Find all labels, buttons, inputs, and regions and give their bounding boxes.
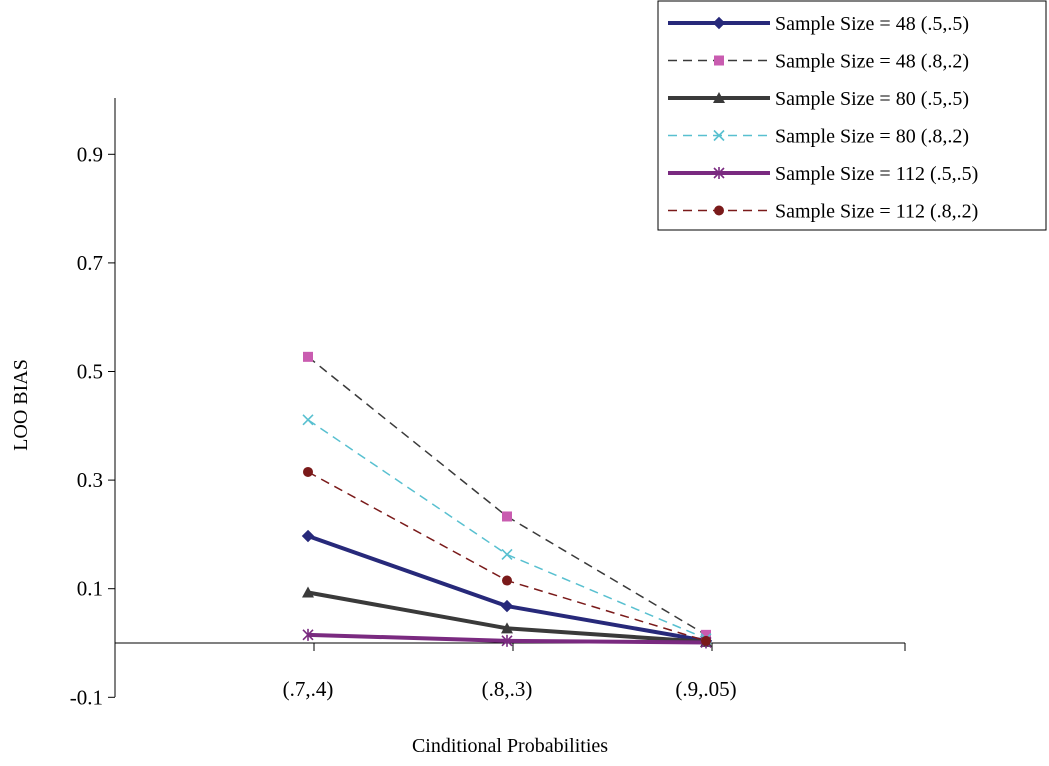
data-point — [500, 599, 514, 613]
legend-label: Sample Size = 80 (.5,.5) — [775, 88, 969, 110]
legend-item: Sample Size = 112 (.8,.2) — [668, 201, 978, 223]
series-6 — [303, 466, 711, 646]
legend-label: Sample Size = 112 (.5,.5) — [775, 163, 978, 185]
data-point — [701, 629, 711, 640]
series-line — [307, 356, 707, 636]
y-tick-label: 0.7 — [77, 251, 103, 275]
legend-item: Sample Size = 80 (.5,.5) — [668, 88, 969, 110]
legend: Sample Size = 48 (.5,.5) Sample Size = 48… — [657, 0, 1047, 231]
x-tick-label: (.8,.3) — [482, 677, 533, 701]
data-point — [302, 586, 314, 598]
data-point — [303, 466, 313, 477]
data-point — [501, 622, 513, 634]
data-point — [502, 511, 512, 522]
x-tick-label: (.7,.4) — [283, 677, 334, 701]
legend-marker — [712, 16, 726, 30]
y-tick-label: 0.3 — [77, 468, 103, 492]
data-point — [701, 635, 711, 646]
legend-marker — [713, 92, 725, 103]
legend-item: Sample Size = 48 (.8,.2) — [668, 51, 969, 73]
legend-label: Sample Size = 112 (.8,.2) — [775, 201, 978, 223]
data-point — [302, 414, 314, 426]
axes: -0.1 0.1 0.3 0.5 0.7 0.9 (.7,.4) (.8,.3) (.9,.05… — [70, 98, 906, 709]
series-layer — [301, 351, 713, 649]
legend-label: Sample Size = 80 (.8,.2) — [775, 126, 969, 148]
y-tick-label: 0.5 — [77, 360, 103, 384]
data-point — [501, 548, 513, 561]
x-axis-title: Cinditional Probabilities — [412, 735, 608, 757]
y-tick-label: 0.1 — [77, 577, 103, 601]
legend-marker — [713, 167, 725, 179]
y-axis-title: LOO BIAS — [10, 359, 32, 451]
series-2 — [303, 351, 711, 640]
legend-item: Sample Size = 80 (.8,.2) — [668, 126, 969, 148]
legend-label: Sample Size = 48 (.5,.5) — [775, 13, 969, 35]
legend-marker — [713, 129, 725, 142]
x-tick-label: (.9,.05) — [675, 677, 736, 701]
legend-item: Sample Size = 48 (.5,.5) — [668, 13, 969, 35]
data-point — [301, 529, 315, 543]
data-point — [303, 351, 313, 362]
legend-marker — [714, 205, 724, 216]
legend-label: Sample Size = 48 (.8,.2) — [775, 51, 969, 73]
y-tick-label: -0.1 — [70, 685, 103, 709]
data-point — [302, 628, 314, 641]
legend-box — [657, 0, 1047, 231]
data-point — [501, 634, 513, 647]
legend-item: Sample Size = 112 (.5,.5) — [668, 163, 978, 185]
data-point — [502, 575, 512, 586]
legend-marker — [714, 55, 724, 66]
series-5 — [302, 628, 712, 649]
y-tick-label: 0.9 — [77, 142, 103, 166]
